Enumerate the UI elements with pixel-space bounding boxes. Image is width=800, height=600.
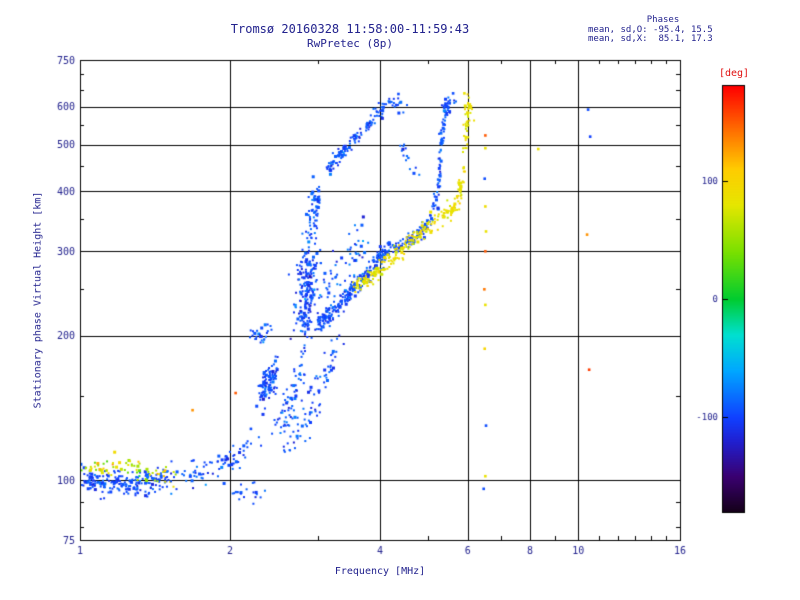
phases-annotation-x-stats: mean, sd,X: 85.1, 17.3 bbox=[588, 34, 713, 44]
phases-annotation: Phases mean, sd,O: -95.4, 15.5 mean, sd,… bbox=[588, 15, 738, 45]
x-axis-label: Frequency [MHz] bbox=[334, 566, 426, 577]
y-axis-label: Stationary phase Virtual Height [km] bbox=[32, 191, 44, 409]
colorbar-units-label: [deg] bbox=[718, 68, 750, 79]
plot-title-line2: RwPretec (8p) bbox=[306, 37, 394, 50]
plot-title-line1: Tromsø 20160328 11:58:00-11:59:43 bbox=[230, 22, 470, 36]
phases-annotation-o-stats: mean, sd,O: -95.4, 15.5 bbox=[588, 24, 713, 35]
phases-annotation-heading: Phases bbox=[646, 15, 680, 25]
